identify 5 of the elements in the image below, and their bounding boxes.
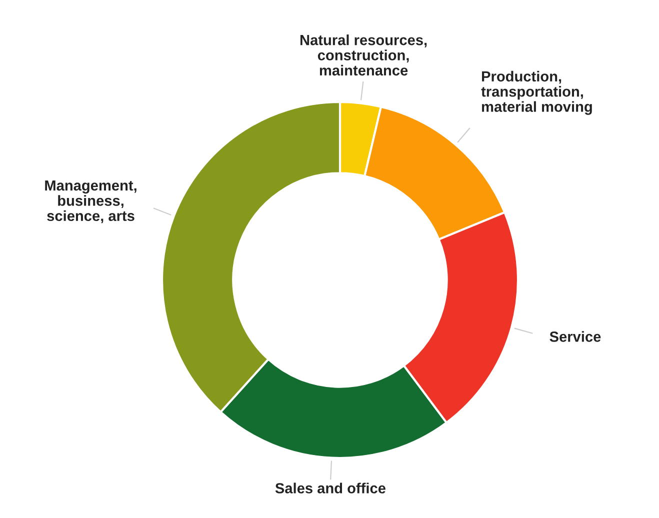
slice-label: Production, transportation, material moving <box>481 70 592 115</box>
slice-label: Natural resources, construction, maintenance <box>300 34 427 76</box>
slice-label: Management, business, science, arts <box>45 180 136 224</box>
slice-label: Service <box>550 331 601 342</box>
slice-label: Sales and office <box>275 482 386 494</box>
